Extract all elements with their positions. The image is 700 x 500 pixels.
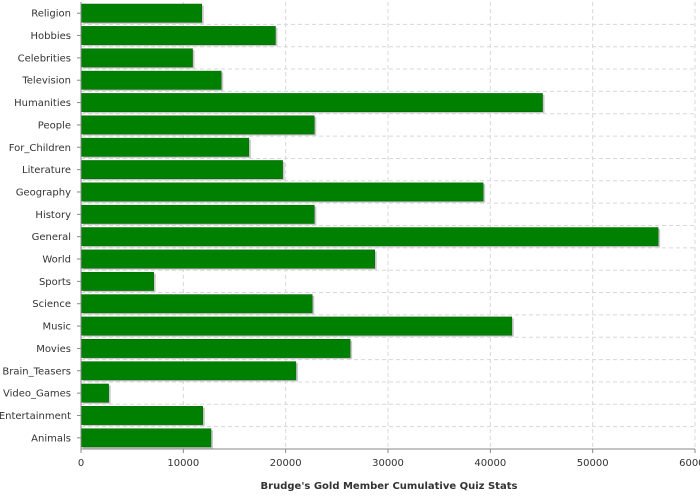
bar-video-games — [80, 383, 109, 403]
category-label: Brain_Teasers — [2, 366, 71, 377]
category-label: Sports — [39, 277, 71, 288]
bar-celebrities — [80, 48, 193, 68]
bar-literature — [80, 160, 283, 180]
bar-television — [80, 70, 222, 90]
category-label: Religion — [31, 9, 71, 20]
bar-history — [80, 204, 315, 224]
category-label: For_Children — [9, 143, 71, 154]
bar-entertainment — [80, 406, 204, 425]
x-axis-title: Brudge's Gold Member Cumulative Quiz Sta… — [261, 481, 518, 492]
category-label: Entertainment — [0, 411, 71, 422]
category-label: Celebrities — [18, 53, 71, 64]
category-label: World — [42, 255, 71, 266]
bar-hobbies — [80, 26, 276, 45]
bar-science — [80, 294, 313, 314]
category-label: Movies — [36, 344, 71, 355]
category-label: Geography — [16, 187, 71, 198]
category-label: People — [38, 120, 71, 131]
category-label: Video_Games — [3, 389, 71, 400]
category-label: Hobbies — [31, 31, 71, 42]
category-label: Animals — [31, 433, 71, 444]
category-label: Literature — [22, 165, 71, 176]
category-label: General — [32, 232, 71, 243]
grid-lines — [81, 2, 696, 449]
x-tick-label: 10000 — [167, 458, 199, 469]
x-tick-label: 50000 — [577, 458, 609, 469]
x-tick-label: 60000 — [679, 458, 700, 469]
axes — [77, 2, 696, 453]
category-label: Music — [43, 322, 71, 333]
bar-religion — [80, 3, 203, 23]
bar-general — [80, 227, 659, 247]
x-tick-label: 30000 — [372, 458, 404, 469]
bar-humanities — [80, 93, 543, 112]
x-tick-label: 20000 — [270, 458, 302, 469]
category-label: Humanities — [14, 98, 71, 109]
bar-animals — [80, 428, 212, 448]
bars — [80, 3, 661, 449]
bar-geography — [80, 182, 484, 202]
labels: 0 10000 20000 30000 40000 50000 60000 Religion H… — [0, 9, 700, 469]
bar-world — [80, 249, 375, 269]
x-tick-label: 0 — [78, 458, 84, 469]
category-label: Television — [21, 76, 71, 87]
category-label: Science — [32, 299, 71, 310]
bar-sports — [80, 271, 154, 291]
bar-people — [80, 115, 315, 135]
x-tick-label: 40000 — [474, 458, 506, 469]
bar-music — [80, 316, 513, 336]
bar-for-children — [80, 137, 250, 157]
category-label: History — [35, 210, 71, 221]
bar-movies — [80, 339, 351, 358]
bar-brain-teasers — [80, 361, 297, 381]
